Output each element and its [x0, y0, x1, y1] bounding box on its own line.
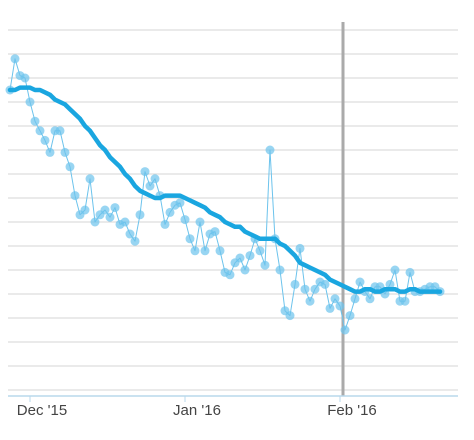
- data-point: [340, 325, 350, 335]
- data-point: [55, 126, 65, 136]
- data-point: [310, 284, 320, 294]
- data-point: [350, 294, 360, 304]
- data-point: [140, 167, 150, 177]
- data-point: [400, 296, 410, 306]
- data-point: [85, 174, 95, 184]
- data-point: [80, 205, 90, 215]
- data-point: [365, 294, 375, 304]
- data-point: [325, 303, 335, 313]
- data-point: [20, 73, 30, 83]
- data-point: [135, 210, 145, 220]
- data-point: [150, 174, 160, 184]
- data-point: [245, 251, 255, 261]
- data-point: [390, 265, 400, 275]
- data-point: [40, 135, 50, 145]
- data-point: [10, 54, 20, 64]
- data-point: [160, 219, 170, 229]
- x-tick-label: Jan '16: [173, 402, 221, 419]
- data-point: [295, 243, 305, 253]
- data-point: [275, 265, 285, 275]
- data-point: [60, 147, 70, 157]
- data-point: [90, 217, 100, 227]
- data-point: [255, 246, 265, 256]
- data-point: [195, 217, 205, 227]
- data-point: [335, 301, 345, 311]
- data-point: [260, 260, 270, 270]
- x-tick-label: Dec '15: [17, 402, 67, 419]
- data-point: [175, 198, 185, 208]
- data-point: [215, 246, 225, 256]
- data-point: [130, 236, 140, 246]
- data-point: [125, 229, 135, 239]
- series-line: [7, 85, 443, 294]
- data-point: [120, 217, 130, 227]
- data-point: [385, 279, 395, 289]
- data-point: [35, 126, 45, 136]
- data-point: [320, 279, 330, 289]
- data-point: [355, 277, 365, 287]
- data-point: [300, 284, 310, 294]
- data-point: [70, 191, 80, 201]
- data-point: [405, 267, 415, 277]
- data-point: [145, 181, 155, 191]
- data-point: [105, 212, 115, 222]
- data-point: [235, 253, 245, 263]
- data-point: [200, 246, 210, 256]
- data-point: [185, 234, 195, 244]
- data-point: [30, 116, 40, 126]
- grid: [8, 29, 458, 391]
- data-point: [240, 265, 250, 275]
- data-point: [225, 270, 235, 280]
- data-point: [190, 246, 200, 256]
- data-point: [290, 279, 300, 289]
- data-point: [45, 147, 55, 157]
- data-point: [330, 294, 340, 304]
- data-point: [345, 311, 355, 321]
- data-point: [110, 203, 120, 213]
- data-point: [100, 205, 110, 215]
- data-point: [165, 207, 175, 217]
- data-point: [210, 227, 220, 237]
- data-point: [65, 162, 75, 172]
- x-tick-label: Feb '16: [327, 402, 377, 419]
- data-point: [265, 145, 275, 155]
- data-point: [25, 97, 35, 107]
- data-point: [305, 296, 315, 306]
- data-point: [285, 311, 295, 321]
- data-point: [180, 215, 190, 225]
